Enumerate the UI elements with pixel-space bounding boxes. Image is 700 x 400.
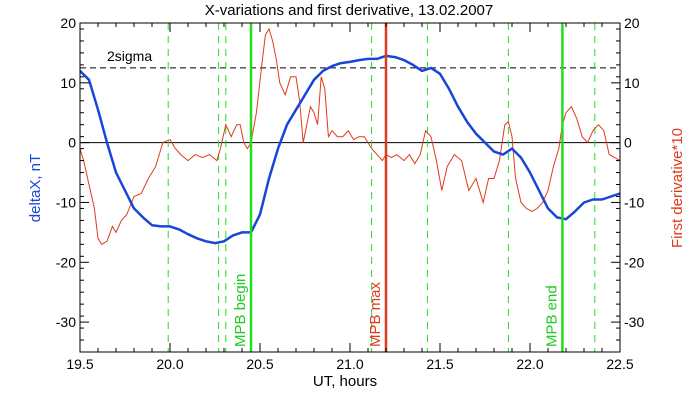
sigma-label: 2sigma [107,48,152,64]
x-tick-label: 19.5 [66,356,93,372]
y-tick-label-right: 20 [624,15,640,31]
y-tick-label-right: -10 [624,194,644,210]
mpb-begin-label: MPB begin [232,274,249,347]
x-tick-label: 21.0 [336,356,363,372]
y-tick-label-left: 0 [68,135,76,151]
text-layer: X-variations and first derivative, 13.02… [27,2,686,390]
x-axis-label: UT, hours [313,373,377,390]
y-tick-label-left: 20 [60,15,76,31]
y-tick-label-right: 10 [624,75,640,91]
y-tick-label-right: 0 [624,135,632,151]
y-tick-label-left: -30 [56,314,76,330]
y-tick-label-left: 10 [60,75,76,91]
derivative-series-line [79,27,621,245]
deltax-series-line [79,54,621,245]
x-tick-label: 21.5 [426,356,453,372]
axes-layer [79,22,621,353]
y-axis-label-left: deltaX, nT [27,154,44,222]
series-layer [79,23,621,352]
y-tick-label-left: -20 [56,254,76,270]
x-tick-label: 20.5 [246,356,273,372]
y-axis-label-right: First derivative*10 [669,128,686,248]
x-tick-label: 22.5 [606,356,633,372]
y-tick-label-right: -30 [624,314,644,330]
y-tick-label-left: -10 [56,194,76,210]
x-tick-label: 22.0 [516,356,543,372]
chart-title: X-variations and first derivative, 13.02… [205,2,494,19]
mpb-max-label: MPB max [367,281,384,347]
y-tick-label-right: -20 [624,254,644,270]
mpb-end-label: MPB end [543,285,560,347]
x-tick-label: 20.0 [156,356,183,372]
